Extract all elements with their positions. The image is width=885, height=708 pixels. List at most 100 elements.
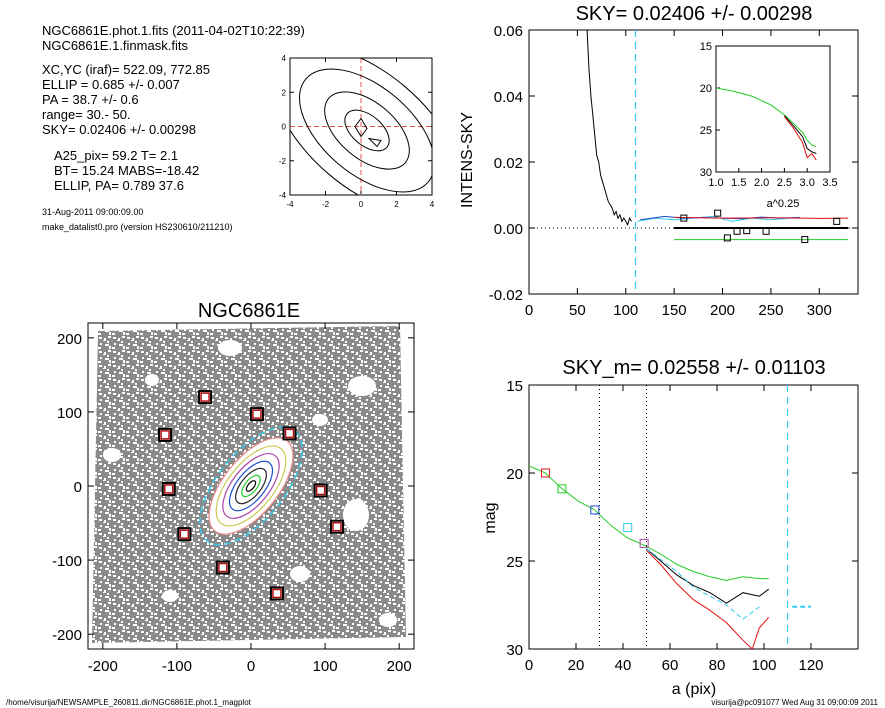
range-line: range= 30.- 50. xyxy=(42,107,131,122)
mag-lines xyxy=(529,465,811,649)
mag-marker xyxy=(557,484,567,494)
mag-marker xyxy=(623,523,633,533)
star-mask-inner xyxy=(218,562,228,573)
masked-region xyxy=(162,590,178,602)
inset-xtick-label: 2.0 xyxy=(754,177,769,189)
sky-ylabel: INTENS-SKY xyxy=(459,112,476,208)
bt-line: BT= 15.24 MABS=-18.42 xyxy=(54,163,199,178)
star-mask-box xyxy=(313,483,328,498)
sky-series-line-3 xyxy=(674,216,849,219)
inset-ytick-label: 15 xyxy=(700,41,712,53)
star-mask-inner xyxy=(164,484,174,494)
file-line: NGC6861E.phot.1.fits (2011-04-02T10:22:3… xyxy=(42,23,305,38)
inset-series-line-2 xyxy=(784,116,817,161)
mag-ylabel: mag xyxy=(482,502,499,533)
sky-marker xyxy=(833,217,841,225)
galaxy-xtick-label: 200 xyxy=(387,658,412,675)
masked-region xyxy=(103,448,121,462)
masked-region xyxy=(379,613,397,627)
star-mask-box xyxy=(269,586,284,601)
sky-marker xyxy=(733,227,741,235)
star-mask-inner xyxy=(272,588,282,599)
galaxy-xtick-label: -100 xyxy=(162,658,192,675)
contour-knot xyxy=(367,137,382,148)
mag-series-line-3 xyxy=(646,548,760,620)
inset-bg xyxy=(716,46,830,172)
star-mask-box xyxy=(158,427,173,442)
inset-xlabel: a^0.25 xyxy=(767,198,800,210)
sky-ytick-label: 0.06 xyxy=(494,23,523,40)
star-mask-box xyxy=(282,426,297,441)
sky-line: SKY= 0.02406 +/- 0.00298 xyxy=(42,122,196,137)
contour-ytick-label: 4 xyxy=(282,54,287,63)
contour-inset: -4 -2 0 2 4 -4 -2 0 2 4 xyxy=(279,54,435,209)
inset-xtick-label: 3.5 xyxy=(822,177,837,189)
contour-lines xyxy=(290,58,432,195)
sky-xtick-label: 0 xyxy=(525,302,533,319)
contour-xtick-label: -2 xyxy=(322,200,330,209)
mag-xtick-label: 40 xyxy=(615,657,632,674)
inset-xtick-label: 1.5 xyxy=(731,177,746,189)
sky-marker xyxy=(723,234,731,242)
galaxy-ytick-label: 0 xyxy=(74,479,82,496)
mag-frame xyxy=(528,384,859,650)
galaxy-ytick-label: 200 xyxy=(57,331,82,348)
galaxy-ytick-label: -100 xyxy=(52,553,82,570)
mask-line: NGC6861E.1.finmask.fits xyxy=(42,38,188,53)
contour-xtick-label: 2 xyxy=(394,200,399,209)
inset-ytick-label: 30 xyxy=(700,167,712,179)
sky-ytick-label: 0.04 xyxy=(494,89,523,106)
contour-line xyxy=(299,68,432,193)
masked-region xyxy=(348,376,376,396)
star-mask-box xyxy=(198,390,213,405)
masked-region xyxy=(145,374,159,386)
mag-xtick-label: 80 xyxy=(709,657,726,674)
star-mask-box xyxy=(215,560,230,575)
mag-ytick-label: 20 xyxy=(506,466,523,483)
sky-marker xyxy=(801,236,809,244)
masked-region xyxy=(343,499,369,531)
contour-ytick-label: -2 xyxy=(279,157,287,166)
mag-xlabel: a (pix) xyxy=(672,681,716,698)
star-mask-inner xyxy=(284,428,295,439)
inset-ytick-label: 20 xyxy=(700,83,712,95)
star-mask-box xyxy=(329,519,344,534)
contour-ytick-label: 2 xyxy=(282,88,287,97)
mag-ytick-label: 25 xyxy=(506,554,523,571)
contour-xtick-label: 0 xyxy=(359,200,364,209)
contour-xtick-label: -4 xyxy=(286,200,294,209)
contour-line xyxy=(344,109,390,152)
mag-xtick-label: 120 xyxy=(798,657,823,674)
sky-ytick-label: 0.00 xyxy=(494,221,523,238)
ellip-pa-line: ELLIP, PA= 0.789 37.6 xyxy=(54,178,184,193)
inset-xtick-label: 1.0 xyxy=(708,177,723,189)
sky-series-line-1 xyxy=(637,215,791,222)
date-line: 31-Aug-2011 09:00:09.00 xyxy=(42,207,143,217)
contour-ytick-label: 0 xyxy=(282,123,287,132)
star-mask-inner xyxy=(332,522,342,532)
galaxy-image-panel: NGC6861E -200 -100 0 100 200 -200 -100 0 100 200 xyxy=(52,300,415,675)
sky-series-line-0 xyxy=(586,29,633,226)
sky-xtick-label: 300 xyxy=(807,302,832,319)
star-mask-box xyxy=(249,407,264,422)
inset-series-line-1 xyxy=(784,115,817,154)
mag-xtick-label: 100 xyxy=(751,657,776,674)
galaxy-xtick-label: 100 xyxy=(313,658,338,675)
mag-series-line-0 xyxy=(529,465,769,581)
mag-xtick-label: 20 xyxy=(568,657,585,674)
mag-title: SKY_m= 0.02558 +/- 0.01103 xyxy=(562,357,825,379)
star-mask-inner xyxy=(179,529,190,539)
sky-xtick-label: 250 xyxy=(758,302,783,319)
star-mask-box xyxy=(161,481,176,496)
mag-ytick-label: 30 xyxy=(506,642,523,659)
star-mask-inner xyxy=(252,409,262,419)
sky-marker xyxy=(714,209,722,217)
mag-marker xyxy=(639,538,649,548)
masked-region xyxy=(218,340,242,356)
sky-ytick-label: -0.02 xyxy=(489,287,523,304)
mag-marker xyxy=(540,468,550,478)
star-mask-inner xyxy=(160,430,170,440)
galaxy-xtick-label: -200 xyxy=(88,658,118,675)
sky-inset-panel: a^0.25 1.0 1.5 2.0 2.5 3.0 3.5 15 20 25 30 xyxy=(700,41,838,210)
